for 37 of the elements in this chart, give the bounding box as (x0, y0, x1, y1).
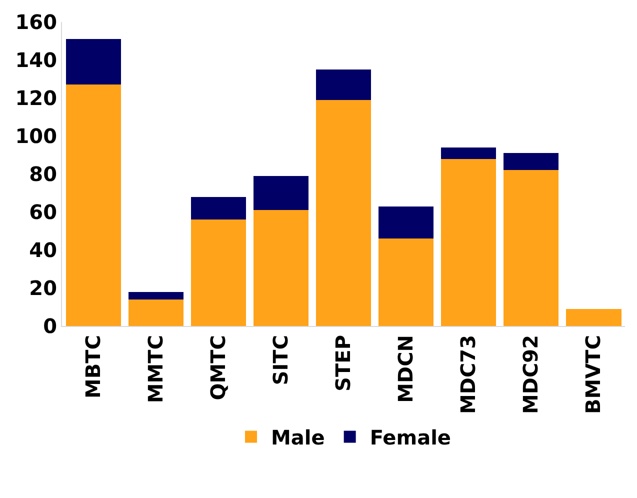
bar (128, 292, 184, 300)
bar (441, 158, 496, 326)
y-tick-label: 0 (43, 314, 57, 338)
x-tick-label: QMTC (206, 335, 230, 400)
legend-label: Female (370, 426, 451, 450)
bar (66, 84, 121, 326)
bar (378, 206, 434, 239)
x-tick-label: MDCN (394, 335, 418, 403)
y-tick-label: 60 (29, 200, 57, 224)
bar (316, 70, 372, 100)
bar (253, 176, 308, 210)
bar (66, 39, 121, 85)
bar (253, 210, 308, 326)
bar (190, 220, 246, 326)
bar (378, 238, 434, 326)
y-tick-label: 120 (15, 86, 57, 110)
y-tick-label: 160 (15, 10, 57, 34)
x-tick-label: SITC (268, 335, 292, 386)
y-tick-label: 20 (29, 276, 57, 300)
x-tick-label: MDC92 (518, 335, 543, 414)
y-tick-label: 140 (15, 48, 57, 72)
x-tick-label: BMVTC (581, 335, 606, 414)
x-tick-label: MDC73 (456, 335, 480, 414)
legend-label: Male (271, 426, 325, 450)
bar (316, 100, 372, 326)
bar (128, 299, 184, 326)
y-tick-label: 40 (29, 238, 57, 262)
x-tick-label: MMTC (143, 335, 168, 404)
x-tick-label: MBTC (80, 335, 105, 398)
bar (441, 147, 496, 159)
y-tick-label: 80 (29, 162, 57, 186)
bar (566, 308, 622, 326)
bar (504, 170, 559, 326)
x-tick-label: STEP (331, 335, 355, 392)
y-tick-label: 100 (15, 124, 57, 148)
bar (190, 196, 246, 220)
bar (504, 153, 559, 170)
